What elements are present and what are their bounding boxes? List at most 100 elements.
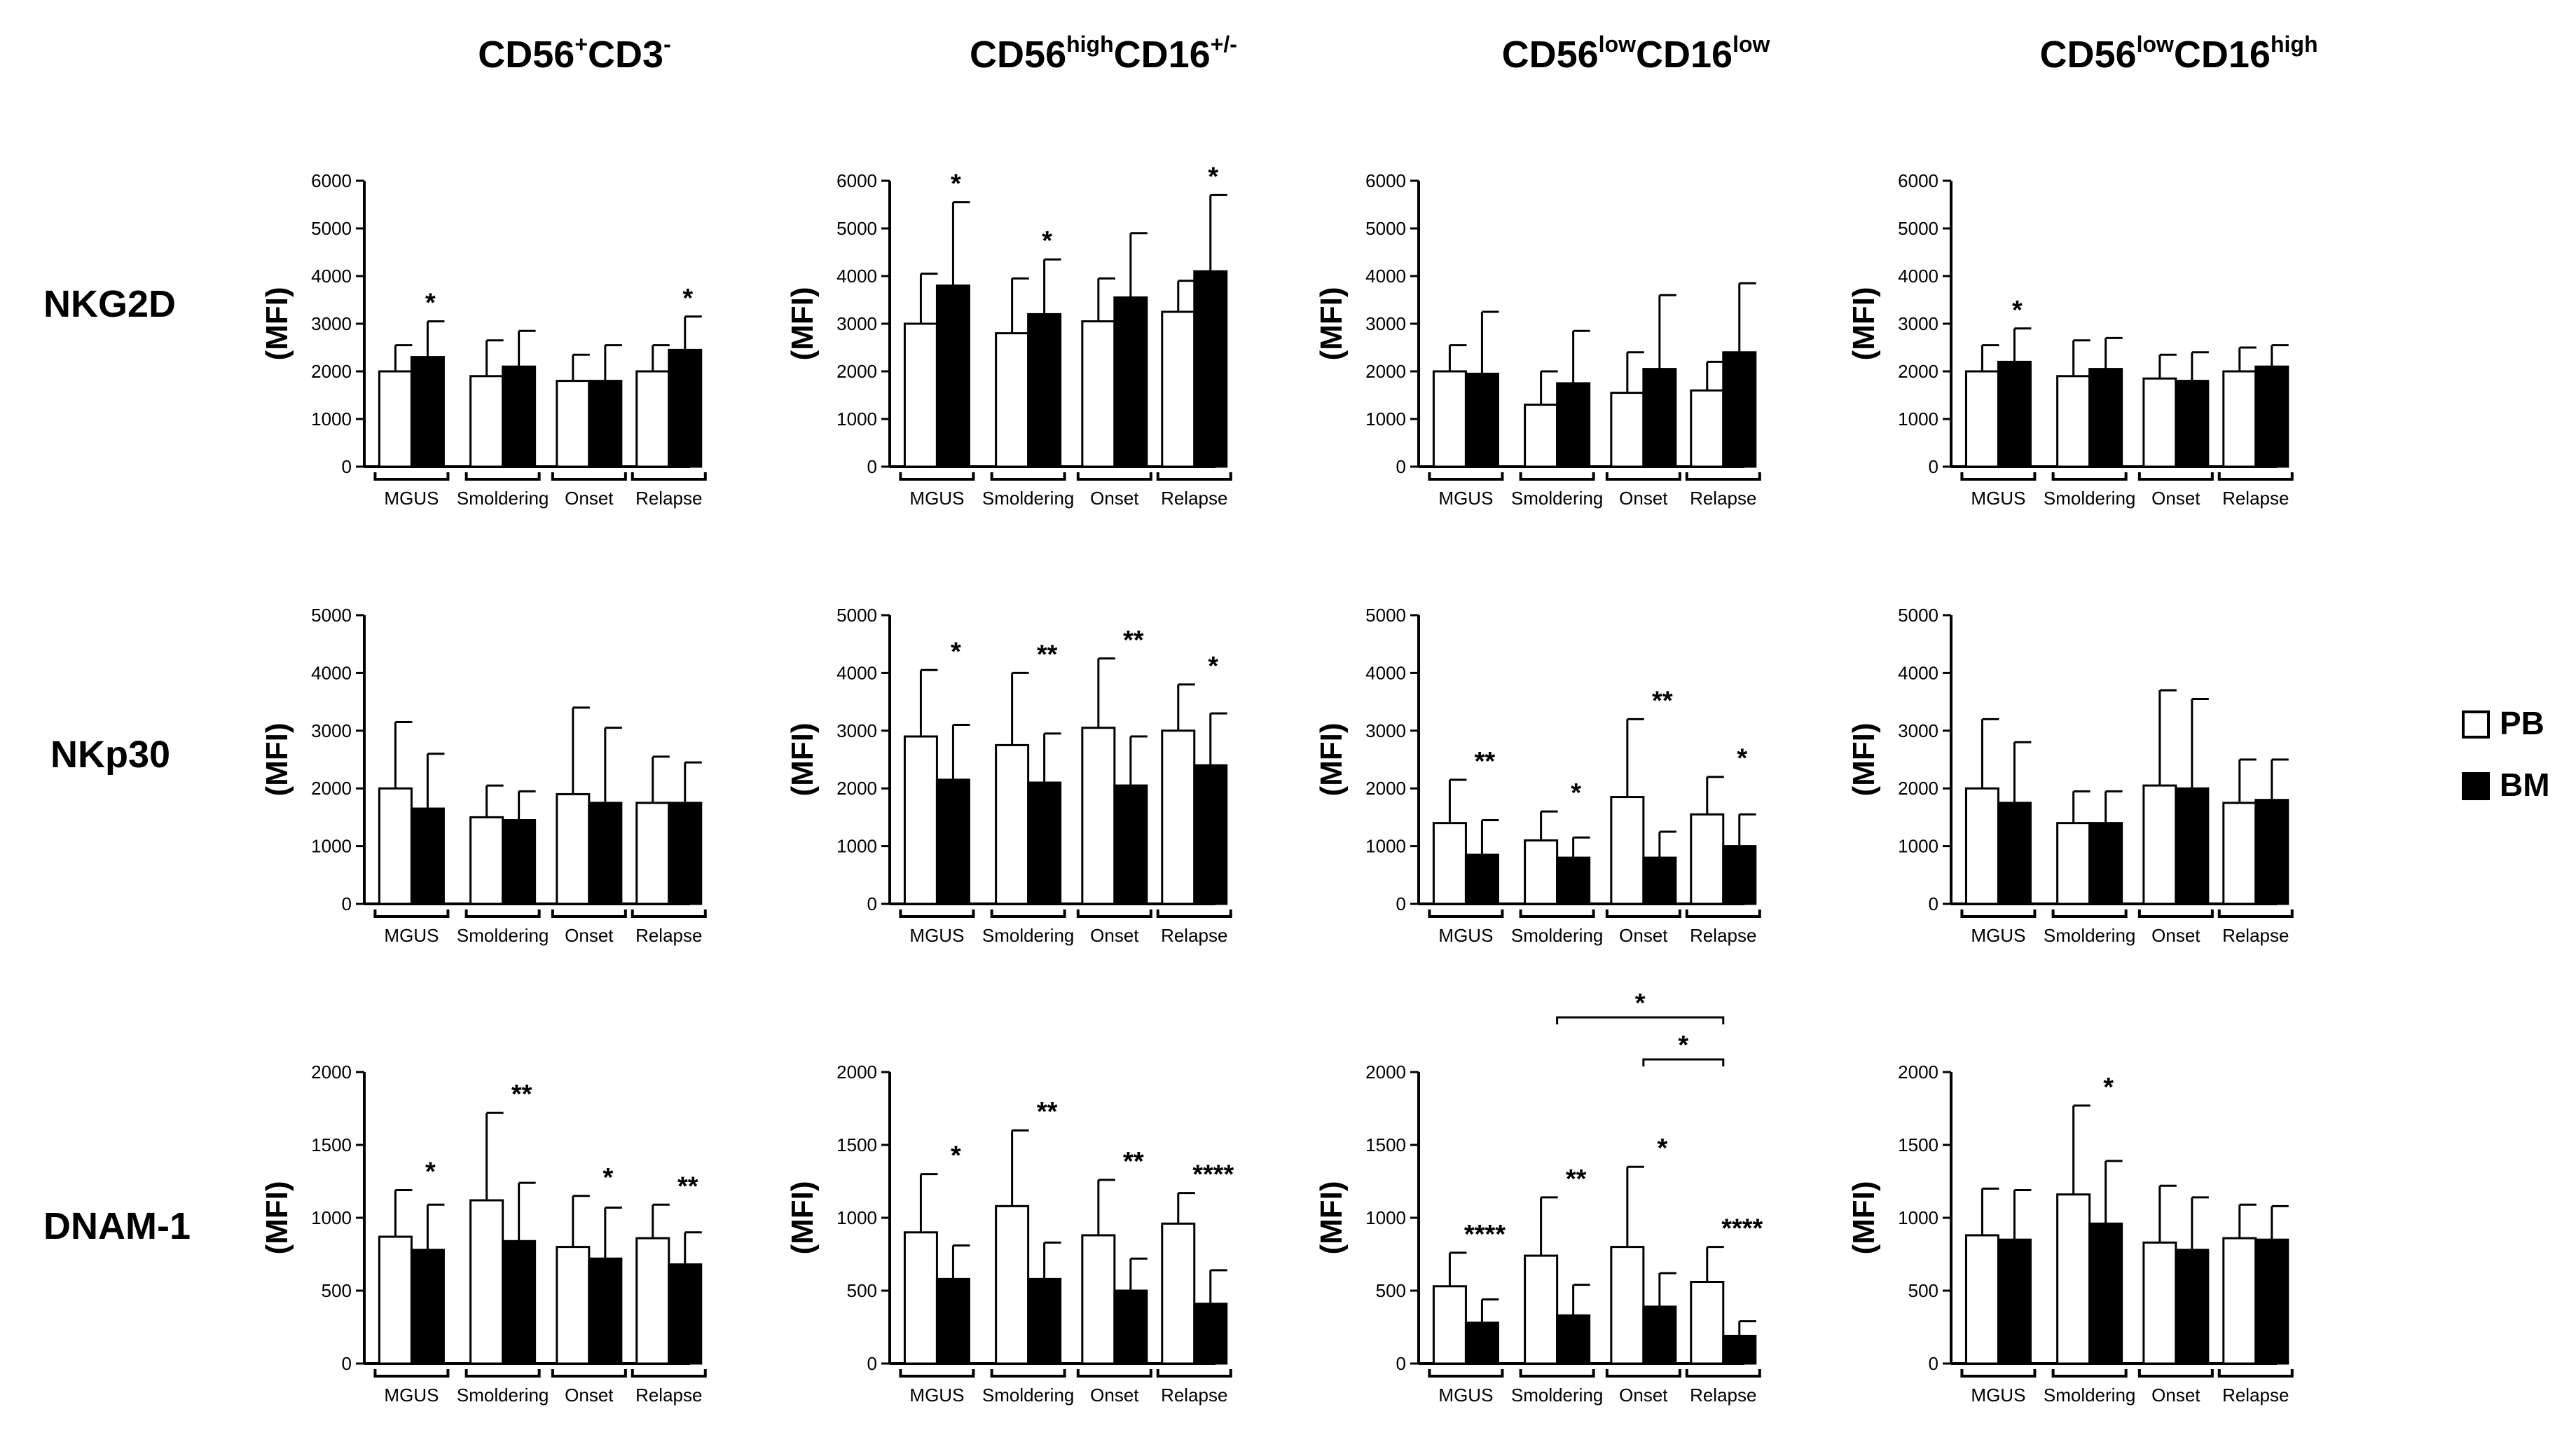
y-tick-label: 0 <box>1396 893 1406 914</box>
category-label-smoldering: Smoldering <box>457 925 549 946</box>
row-label-dnam1: DNAM-1 <box>43 1205 191 1247</box>
category-bracket <box>1428 472 1504 481</box>
significance-marker: * <box>425 1157 436 1186</box>
category-bracket <box>1076 1369 1152 1378</box>
significance-marker: **** <box>1464 1220 1506 1249</box>
bar-pb-relapse <box>635 802 670 905</box>
bar-bm-relapse <box>1193 1303 1228 1365</box>
bar-bm-smoldering <box>1556 856 1591 905</box>
category-bracket <box>1428 1369 1504 1378</box>
category-bracket <box>899 472 975 481</box>
y-axis-label: (MFI) <box>1847 1181 1881 1254</box>
category-bracket <box>2051 472 2128 481</box>
bar-pb-mgus <box>1432 370 1467 468</box>
y-tick-label: 1500 <box>311 1134 352 1155</box>
bar-pb-smoldering <box>2056 1193 2091 1365</box>
category-label-mgus: MGUS <box>384 925 439 946</box>
bar-bm-onset <box>1113 1289 1148 1365</box>
panel-dnam-1-1: 0 500 1000 1500 2000 (MFI) MGUS * Smoldering ** On… <box>260 1062 707 1406</box>
y-tick-label: 5000 <box>836 218 877 239</box>
y-tick-label: 1000 <box>836 408 877 430</box>
bar-bm-smoldering <box>2088 368 2123 468</box>
category-label-onset: Onset <box>1619 925 1668 946</box>
bar-bm-onset <box>1642 1305 1677 1365</box>
bar-bm-relapse <box>2254 1238 2289 1365</box>
y-tick-label: 6000 <box>1898 170 1938 191</box>
category-bracket <box>1960 1369 2037 1378</box>
y-tick-label: 4000 <box>1898 266 1938 287</box>
category-label-relapse: Relapse <box>2222 925 2289 946</box>
bar-bm-relapse <box>668 1263 703 1365</box>
bar-pb-mgus <box>1432 1285 1467 1365</box>
y-tick-label: 2000 <box>1365 778 1406 799</box>
panel-nkp30-3: 010002000300040005000(MFI)MGUS**Smolderi… <box>1314 605 1761 946</box>
bar-bm-relapse <box>1193 270 1228 468</box>
category-bracket <box>373 909 450 918</box>
bar-pb-relapse <box>1690 389 1725 468</box>
column-header-4: CD56lowCD16high <box>2040 32 2318 76</box>
bar-pb-onset <box>556 792 591 905</box>
category-label-mgus: MGUS <box>1971 925 2025 946</box>
category-label-onset: Onset <box>1619 488 1668 509</box>
category-bracket <box>990 472 1066 481</box>
category-bracket <box>631 1369 707 1378</box>
category-bracket <box>990 909 1066 918</box>
significance-marker: * <box>1657 1134 1667 1163</box>
y-tick-label: 0 <box>867 456 877 477</box>
y-tick-label: 2000 <box>1898 778 1938 799</box>
y-tick-label: 5000 <box>311 605 352 626</box>
y-tick-label: 1000 <box>1898 836 1938 857</box>
y-tick-label: 1000 <box>311 1207 352 1228</box>
category-label-relapse: Relapse <box>635 1385 702 1406</box>
bar-bm-onset <box>1113 296 1148 468</box>
bar-pb-smoldering <box>2056 822 2091 905</box>
bar-pb-relapse <box>635 370 670 468</box>
bar-pb-onset <box>1081 1234 1116 1365</box>
bar-bm-smoldering <box>1027 1277 1062 1365</box>
y-tick-label: 0 <box>1929 456 1938 477</box>
category-label-onset: Onset <box>2151 925 2200 946</box>
y-tick-label: 3000 <box>836 313 877 334</box>
bar-bm-mgus <box>1464 372 1499 468</box>
y-tick-label: 1500 <box>1898 1134 1938 1155</box>
y-tick-label: 1500 <box>1365 1134 1406 1155</box>
category-label-onset: Onset <box>2151 488 2200 509</box>
bar-pb-smoldering <box>1524 404 1559 468</box>
bar-bm-relapse <box>668 348 703 468</box>
comparison-marker: * <box>1635 989 1646 1018</box>
bar-pb-onset <box>2142 377 2177 468</box>
bar-pb-smoldering <box>995 332 1030 468</box>
category-label-smoldering: Smoldering <box>982 488 1075 509</box>
bar-pb-onset <box>1081 320 1116 468</box>
bar-pb-mgus <box>1964 787 1999 905</box>
y-tick-label: 0 <box>342 456 352 477</box>
category-bracket <box>990 1369 1066 1378</box>
category-label-smoldering: Smoldering <box>1511 925 1604 946</box>
category-label-onset: Onset <box>565 488 614 509</box>
bar-pb-relapse <box>1690 813 1725 905</box>
significance-marker: **** <box>1721 1214 1763 1244</box>
category-bracket <box>2051 909 2128 918</box>
category-label-smoldering: Smoldering <box>1511 1385 1604 1406</box>
category-bracket <box>464 1369 541 1378</box>
y-tick-label: 2000 <box>311 1062 352 1083</box>
legend-swatch-bm <box>2462 772 2490 800</box>
category-bracket <box>1519 472 1595 481</box>
category-label-relapse: Relapse <box>1690 925 1756 946</box>
bar-bm-relapse <box>1193 764 1228 905</box>
bar-pb-relapse <box>2222 802 2257 905</box>
y-tick-label: 500 <box>847 1280 877 1301</box>
category-label-onset: Onset <box>1090 488 1139 509</box>
y-tick-label: 2000 <box>836 361 877 382</box>
category-bracket <box>1685 472 1761 481</box>
category-label-onset: Onset <box>565 925 614 946</box>
significance-marker: * <box>425 289 436 318</box>
y-tick-label: 0 <box>867 893 877 914</box>
category-label-mgus: MGUS <box>384 1385 439 1406</box>
y-tick-label: 500 <box>1376 1280 1406 1301</box>
y-tick-label: 3000 <box>1898 720 1938 741</box>
category-label-smoldering: Smoldering <box>982 1385 1075 1406</box>
category-bracket <box>631 472 707 481</box>
category-bracket <box>1605 472 1681 481</box>
